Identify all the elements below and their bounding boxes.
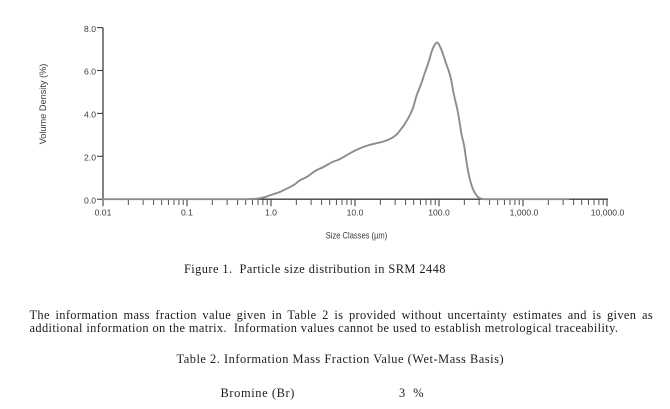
svg-text:Size Classes (µm): Size Classes (µm) xyxy=(326,230,388,240)
svg-text:2.0: 2.0 xyxy=(84,153,96,163)
svg-text:4.0: 4.0 xyxy=(84,110,96,120)
svg-text:1,000.0: 1,000.0 xyxy=(510,207,539,217)
svg-text:0.0: 0.0 xyxy=(84,195,96,205)
svg-text:Volume Density (%): Volume Density (%) xyxy=(38,64,48,145)
svg-text:1.0: 1.0 xyxy=(265,207,277,217)
svg-text:6.0: 6.0 xyxy=(84,67,96,77)
svg-text:100.0: 100.0 xyxy=(428,207,450,217)
svg-text:10,000.0: 10,000.0 xyxy=(591,207,625,217)
svg-text:0.1: 0.1 xyxy=(181,207,193,217)
svg-text:0.01: 0.01 xyxy=(95,207,112,217)
svg-text:10.0: 10.0 xyxy=(347,207,364,217)
svg-text:8.0: 8.0 xyxy=(84,24,96,34)
